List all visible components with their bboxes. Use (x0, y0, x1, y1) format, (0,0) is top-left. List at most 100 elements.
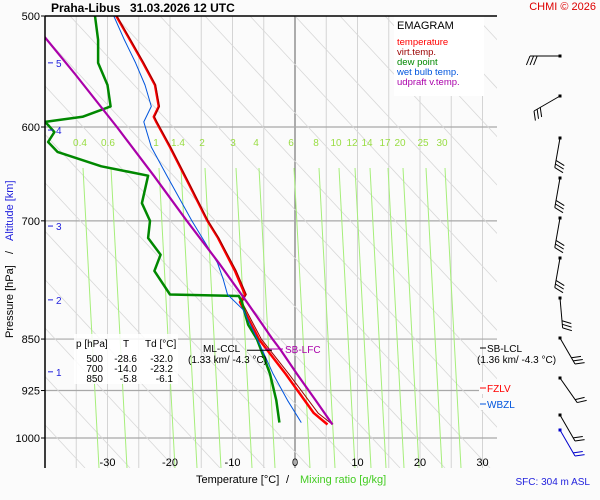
fzlv-bg (479, 382, 503, 394)
barb-feather (555, 200, 565, 206)
mixing-ratio-line (204, 167, 222, 469)
mixing-ratio-line (110, 167, 128, 469)
barb-feather (529, 55, 535, 66)
barb-feather (562, 327, 573, 332)
legend-item: dew point (397, 57, 438, 68)
barb-station-dot (558, 54, 562, 58)
adiabat-line (114, 16, 497, 428)
barb-feather (561, 320, 572, 324)
wind-barb (554, 176, 565, 214)
pressure-tick-label: 925 (22, 386, 40, 398)
adiabat-line (45, 182, 311, 468)
copyright: CHMI © 2026 (529, 1, 596, 13)
legend-item: temperature (397, 37, 448, 48)
adiabat-line (45, 133, 356, 468)
wind-barb (554, 216, 565, 254)
mixing-ratio-label: 2 (199, 138, 205, 149)
x-axis-label-mixing: Mixing ratio [g/kg] (300, 474, 386, 486)
mixing-ratio-lines: 0.4 0.6 1 1.4 2 3 4 6 8 10 12 14 17 20 25 30 (73, 138, 462, 469)
x-axis-label: Temperature [°C] (196, 474, 279, 486)
barb-feather (533, 110, 536, 121)
barb-feather (533, 55, 538, 66)
adiabat-line (520, 16, 600, 468)
barb-feather (555, 163, 564, 170)
barb-feather (577, 399, 587, 404)
mixing-ratio-line (425, 167, 443, 469)
wind-barb (533, 94, 562, 121)
barb-station-dot (558, 336, 562, 340)
mixing-ratio-line (82, 167, 100, 469)
mixing-ratio-label: 8 (313, 138, 319, 149)
y-axis-label-separator: / (4, 250, 16, 254)
barb-feather (555, 203, 564, 210)
adiabat-line (45, 36, 446, 468)
table-cell: -14.0 (114, 364, 137, 375)
series-wet-bulb-temp- (113, 16, 302, 423)
x-axis-label-separator: / (286, 474, 290, 486)
barb-staff (559, 337, 576, 365)
legend-item: virt.temp. (397, 47, 436, 58)
barb-station-dot (558, 376, 562, 380)
table-cell: -6.1 (156, 374, 174, 385)
barb-staff (554, 257, 561, 288)
adiabat-line (45, 424, 86, 468)
barb-feather (573, 450, 583, 454)
table-cell: -5.8 (120, 374, 138, 385)
y-axis-label: Pressure [hPa] (4, 265, 16, 338)
barb-feather (562, 323, 572, 328)
mixing-ratio-label: 1.4 (171, 138, 185, 149)
y-axis-label-altitude: Altitude [km] (4, 180, 16, 241)
pressure-tick-label: 850 (22, 334, 40, 346)
barb-feather (555, 160, 565, 166)
altitude-tick-label: 1 (56, 368, 62, 379)
table-header: p [hPa] (76, 339, 108, 350)
mixing-ratio-label: 14 (361, 138, 373, 149)
adiabat-line (204, 16, 497, 331)
table-cell: -32.0 (150, 354, 173, 365)
mixing-ratio-label: 10 (330, 138, 342, 149)
temperature-tick-label: 20 (414, 457, 426, 469)
temperature-tick-label: -10 (225, 457, 241, 469)
sb-lfc-label: SB-LFC (285, 345, 321, 356)
wind-barb (558, 336, 585, 365)
altitude-tick-label: 3 (56, 222, 62, 233)
table-cell: 700 (86, 364, 103, 375)
mixing-ratio-line (180, 167, 198, 469)
wbzl-label: WBZL (487, 400, 515, 411)
adiabat-line (45, 85, 401, 468)
adiabat-line (45, 230, 266, 468)
mixing-ratio-label: 12 (346, 138, 358, 149)
table-cell: 850 (86, 374, 103, 385)
barb-staff (559, 414, 576, 442)
data-table: p [hPa] T Td [°C] 500 -28.6 -32.0 700 -14.0 -23.… (74, 334, 178, 385)
barb-staff (559, 297, 564, 328)
wbzl-bg (479, 398, 505, 410)
diagram-type-label: EMAGRAM (397, 20, 454, 32)
pressure-tick-label: 1000 (16, 433, 40, 445)
mixing-ratio-line (293, 167, 311, 469)
series-temperature (115, 16, 329, 426)
adiabat-line (294, 16, 497, 234)
table-header: Td [°C] (145, 339, 176, 350)
annotations: SB-LFC ML-CCL(1.33 km/ -4.3 °C) SB-LCL(1.3… (188, 344, 556, 411)
fzlv-label: FZLV (487, 384, 511, 395)
altitude-tick-label: 4 (56, 126, 62, 137)
barb-feather (536, 109, 540, 119)
surface-elevation: SFC: 304 m ASL (516, 477, 591, 488)
barb-staff (533, 95, 561, 112)
profile-series (45, 16, 334, 426)
adiabat-line (45, 375, 131, 468)
table-cell: -23.2 (150, 364, 173, 375)
mixing-ratio-label: 4 (253, 138, 259, 149)
barb-feather (554, 287, 564, 294)
table-header: T (123, 339, 129, 350)
table-cell: 500 (86, 354, 103, 365)
barb-feather (554, 207, 564, 214)
pressure-tick-label: 700 (22, 216, 40, 228)
legend-background (394, 16, 484, 96)
barb-staff (559, 429, 576, 457)
adiabat-line (0, 16, 40, 468)
